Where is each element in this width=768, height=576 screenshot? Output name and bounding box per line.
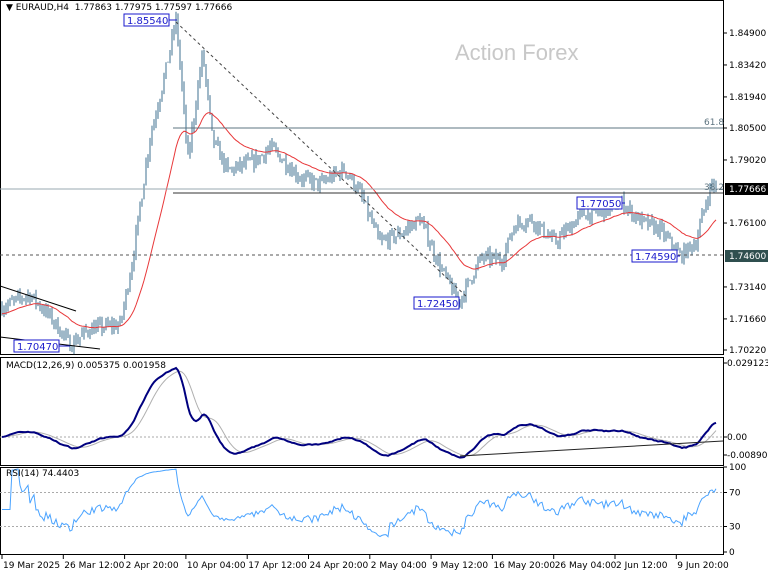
rsi-tick-label: 0	[729, 548, 735, 558]
fib-618-label: 61.8	[704, 118, 724, 128]
price-tick-label: 1.73140	[729, 283, 766, 293]
price-annotation-swing_low: 1.74590	[635, 252, 676, 263]
high-value: 1.77975	[114, 3, 153, 13]
price-tick-label: 1.76100	[729, 219, 766, 229]
price-tick-label: 1.80500	[729, 124, 766, 134]
time-tick-label: 10 Apr 04:00	[187, 561, 246, 571]
time-tick-label: 9 May 12:00	[432, 561, 488, 571]
price-tick-label: 1.81940	[729, 93, 766, 103]
watermark: Action Forex	[455, 40, 579, 65]
chart-header: ▼ EURAUD,H4 1.77863 1.77975 1.77597 1.77…	[6, 3, 232, 13]
dropdown-triangle-icon[interactable]: ▼	[6, 3, 13, 13]
price-tick-label: 1.84900	[729, 29, 766, 39]
macd-signal-line	[1, 370, 717, 457]
rsi-tick-label: 30	[729, 523, 741, 533]
time-tick-label: 26 May 04:00	[555, 561, 617, 571]
time-tick-label: 19 Mar 2025	[3, 561, 60, 571]
price-tick-label: 1.83420	[729, 61, 766, 71]
current-price-badge	[725, 183, 768, 195]
open-value: 1.77863	[74, 3, 112, 13]
level-price-badge	[725, 250, 768, 262]
macd-title: MACD(12,26,9) 0.005375 0.001958	[6, 361, 166, 371]
moving-average-line	[1, 112, 717, 329]
macd-main-line	[1, 366, 717, 459]
time-tick-label: 2 Apr 20:00	[126, 561, 179, 571]
rsi-tick-label: 70	[729, 489, 741, 499]
price-tick-label: 1.70220	[729, 346, 766, 356]
time-tick-label: 2 May 04:00	[371, 561, 427, 571]
rsi-tick-label: 100	[729, 463, 746, 473]
rsi-title: RSI(14) 74.4403	[6, 469, 79, 479]
fib-382-label: 38.2	[704, 183, 724, 193]
time-tick-label: 16 May 20:00	[493, 561, 555, 571]
trendline-dashed	[175, 21, 469, 299]
rsi-panel-frame	[0, 467, 724, 555]
time-tick-label: 17 Apr 12:00	[248, 561, 307, 571]
macd-panel-frame	[0, 357, 724, 466]
current-price-label: 1.77666	[729, 185, 766, 195]
time-tick-label: 9 Jun 20:00	[677, 561, 729, 571]
price-annotation-low2: 1.72450	[417, 299, 458, 310]
macd-tick-label: 0.029123	[727, 359, 768, 369]
macd-tick-label: 0.00	[727, 433, 747, 443]
time-tick-label: 2 Jun 12:00	[616, 561, 668, 571]
price-annotation-low1: 1.70470	[17, 342, 58, 353]
price-annotation-high: 1.85540	[127, 16, 168, 27]
rsi-line	[2, 468, 717, 538]
price-tick-label: 1.79020	[729, 156, 766, 166]
symbol-label: EURAUD,H4	[15, 3, 69, 13]
main-panel-frame	[0, 0, 724, 355]
price-annotation-swing_high: 1.77050	[580, 199, 621, 210]
time-tick-label: 26 Mar 12:00	[64, 561, 124, 571]
time-tick-label: 24 Apr 20:00	[310, 561, 369, 571]
wedge-upper-line	[0, 285, 77, 312]
level-price-label: 1.74600	[729, 252, 766, 262]
low-value: 1.77597	[154, 3, 193, 13]
macd-trendline	[459, 440, 724, 457]
close-value: 1.77666	[195, 3, 233, 13]
price-tick-label: 1.71660	[729, 315, 766, 325]
